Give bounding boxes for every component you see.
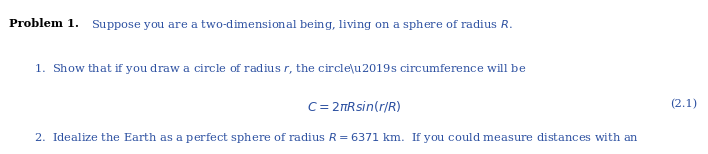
Text: (2.1): (2.1) <box>670 99 697 109</box>
Text: Problem 1.: Problem 1. <box>9 18 79 29</box>
Text: $C = 2\pi R\mathit{sin}(r/R)$: $C = 2\pi R\mathit{sin}(r/R)$ <box>307 99 401 113</box>
Text: 1.  Show that if you draw a circle of radius $r$, the circle\u2019s circumferenc: 1. Show that if you draw a circle of rad… <box>34 62 526 76</box>
Text: 2.  Idealize the Earth as a perfect sphere of radius $R = 6371$ km.  If you coul: 2. Idealize the Earth as a perfect spher… <box>34 131 639 145</box>
Text: Suppose you are a two-dimensional being, living on a sphere of radius $R$.: Suppose you are a two-dimensional being,… <box>91 18 513 32</box>
